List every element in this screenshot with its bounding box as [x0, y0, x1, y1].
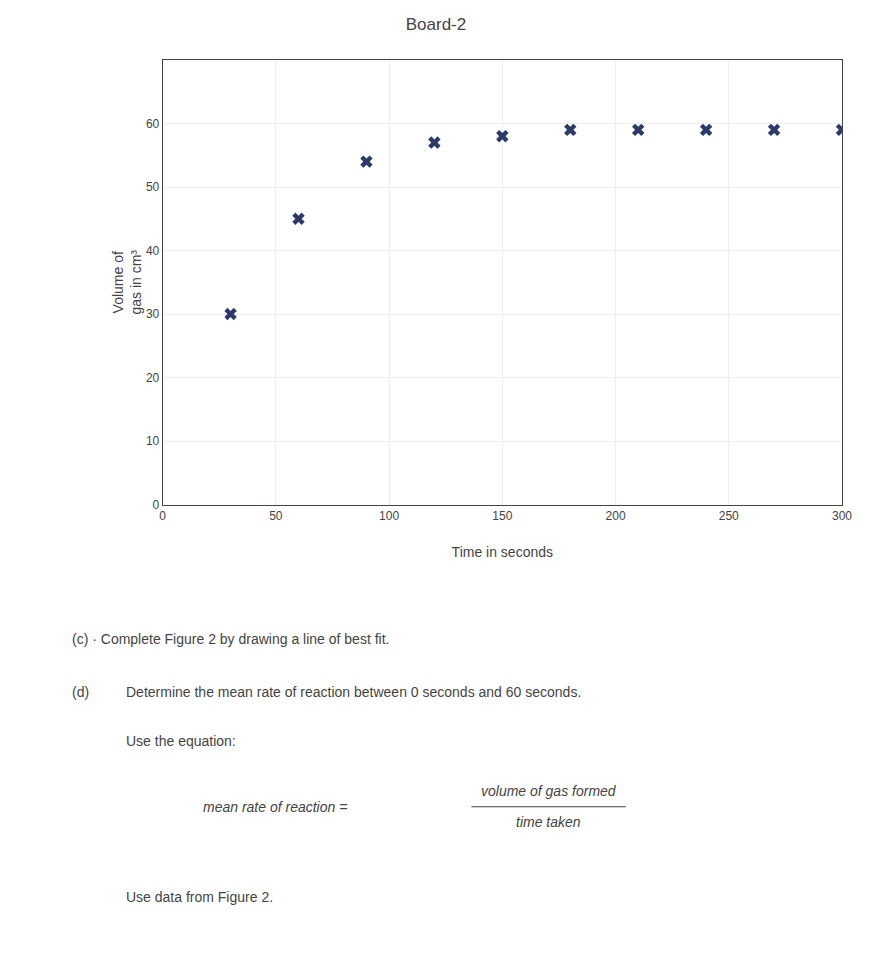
svg-text:40: 40: [146, 244, 160, 258]
svg-text:250: 250: [719, 509, 739, 523]
svg-text:150: 150: [492, 509, 512, 523]
svg-text:30: 30: [146, 307, 160, 321]
svg-text:Time in seconds: Time in seconds: [452, 544, 553, 560]
svg-text:0: 0: [159, 509, 166, 523]
svg-text:Use the equation:: Use the equation:: [126, 733, 236, 749]
svg-text:200: 200: [606, 509, 626, 523]
svg-text:10: 10: [146, 434, 160, 448]
svg-text:Determine the mean rate of rea: Determine the mean rate of reaction betw…: [126, 684, 581, 700]
svg-text:60: 60: [146, 117, 160, 131]
svg-text:Use data from Figure 2.: Use data from Figure 2.: [126, 889, 273, 905]
svg-text:Board-2: Board-2: [406, 15, 466, 34]
svg-text:(c) · Complete Figure 2 by dra: (c) · Complete Figure 2 by drawing a lin…: [72, 631, 389, 647]
svg-text:300: 300: [832, 509, 852, 523]
svg-text:50: 50: [146, 180, 160, 194]
svg-text:100: 100: [379, 509, 399, 523]
svg-text:volume of gas formed: volume of gas formed: [481, 783, 617, 799]
svg-text:0: 0: [153, 498, 160, 512]
svg-text:(d): (d): [72, 684, 89, 700]
svg-text:mean rate of reaction =: mean rate of reaction =: [203, 799, 351, 815]
svg-text:50: 50: [269, 509, 283, 523]
svg-text:20: 20: [146, 371, 160, 385]
svg-text:Volume ofgas in cm³: Volume ofgas in cm³: [110, 250, 144, 315]
svg-text:time taken: time taken: [516, 814, 581, 830]
